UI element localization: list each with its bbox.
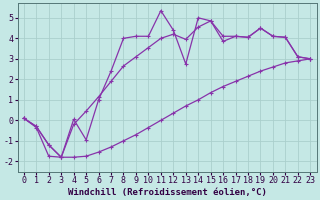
X-axis label: Windchill (Refroidissement éolien,°C): Windchill (Refroidissement éolien,°C) (68, 188, 267, 197)
